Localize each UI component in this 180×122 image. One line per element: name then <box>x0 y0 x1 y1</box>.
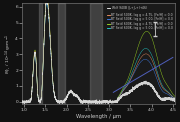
X-axis label: Wavelength / μm: Wavelength / μm <box>76 114 121 119</box>
Bar <box>39 3 42 104</box>
Bar <box>58 3 65 104</box>
Y-axis label: $M_{F_\lambda}$ / $10^{-14}$ gcm$^{-1}$: $M_{F_\lambda}$ / $10^{-14}$ gcm$^{-1}$ <box>3 34 14 74</box>
Legend: Wolf 940B ($J_1$+$J_2$+I+46), BT Settl 500K, log g = 4.75, [Fe/H] = 0.0, BT Sett: Wolf 940B ($J_1$+$J_2$+I+46), BT Settl 5… <box>107 4 174 30</box>
Bar <box>90 3 102 104</box>
